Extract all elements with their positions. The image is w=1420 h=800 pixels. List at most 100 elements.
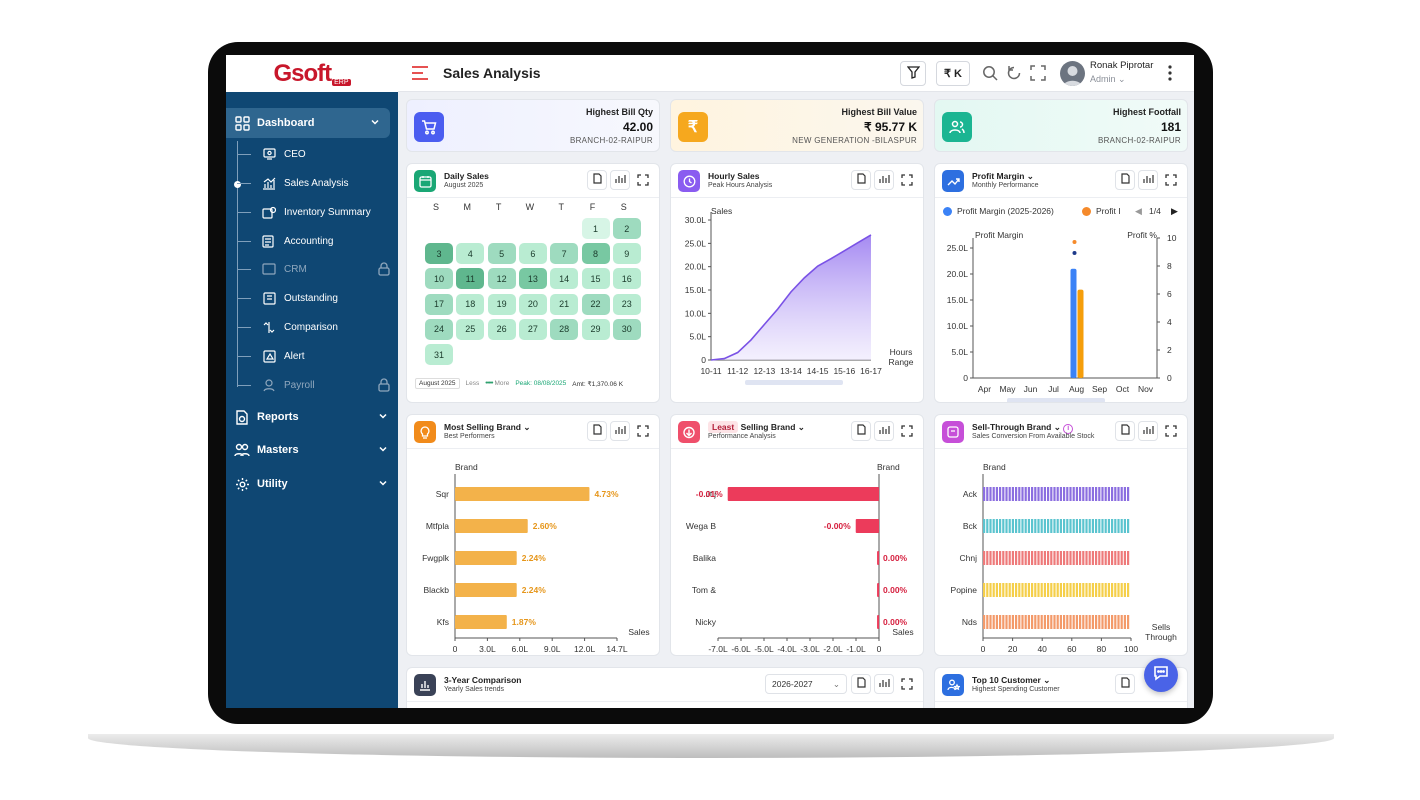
sidebar-item-outstanding[interactable]: Outstanding — [237, 286, 398, 310]
calendar-day[interactable]: 10 — [425, 268, 453, 290]
calendar-day[interactable]: 7 — [550, 243, 579, 265]
export-button[interactable] — [851, 170, 871, 190]
bar-segment — [1056, 551, 1059, 565]
expand-icon[interactable] — [637, 424, 649, 442]
sidebar-item-alert[interactable]: Alert — [237, 344, 398, 368]
calendar-day[interactable]: 31 — [425, 344, 453, 365]
x-tick-label: 60 — [1067, 644, 1077, 654]
sidebar-item-crm[interactable]: CRM — [237, 257, 398, 281]
export-button[interactable] — [1115, 421, 1135, 441]
calendar-day[interactable]: 2 — [612, 218, 641, 239]
legend-item[interactable]: Profit I — [1082, 206, 1121, 216]
avatar[interactable] — [1060, 61, 1085, 86]
bar-segment — [1123, 519, 1126, 533]
sidebar-item-label: Inventory Summary — [284, 206, 371, 218]
currency-unit-button[interactable]: ₹ K — [936, 61, 970, 86]
calendar-day[interactable]: 29 — [581, 318, 610, 340]
calendar-month-chip[interactable]: August 2025 — [415, 378, 460, 389]
export-button[interactable] — [587, 170, 607, 190]
chart-settings-button[interactable] — [874, 674, 894, 694]
export-button[interactable] — [851, 421, 871, 441]
nav-utility[interactable]: Utility — [226, 469, 398, 499]
active-dot — [234, 181, 241, 188]
chart-settings-button[interactable] — [874, 170, 894, 190]
x-tick-label: 12-13 — [753, 366, 775, 376]
calendar-day[interactable]: 28 — [550, 318, 579, 340]
expand-icon[interactable] — [1165, 424, 1177, 442]
chart-settings-button[interactable] — [610, 421, 630, 441]
bar-segment — [1123, 487, 1126, 501]
expand-icon[interactable] — [1165, 173, 1177, 191]
year-select[interactable]: 2026-2027 ⌄ — [765, 674, 847, 694]
logo[interactable]: Gsoft ERP — [226, 55, 398, 92]
calendar-day[interactable]: 18 — [456, 293, 485, 315]
calendar-day[interactable]: 14 — [550, 268, 579, 290]
calendar-day[interactable]: 26 — [487, 318, 516, 340]
pager-next-icon[interactable]: ▶ — [1171, 206, 1178, 216]
filter-button[interactable] — [900, 61, 926, 86]
chart-settings-button[interactable] — [874, 421, 894, 441]
calendar-day[interactable]: 25 — [456, 318, 485, 340]
chart-settings-button[interactable] — [610, 170, 630, 190]
sidebar-item-sales-analysis[interactable]: Sales Analysis — [237, 171, 398, 195]
expand-icon[interactable] — [901, 173, 913, 191]
calendar-day[interactable]: 19 — [487, 293, 516, 315]
calendar-day[interactable]: 27 — [518, 318, 547, 340]
calendar-day[interactable]: 4 — [456, 243, 485, 265]
export-button[interactable] — [851, 674, 871, 694]
chart-settings-button[interactable] — [1138, 421, 1158, 441]
calendar-day[interactable]: 20 — [518, 293, 547, 315]
sidebar-item-accounting[interactable]: Accounting — [237, 229, 398, 253]
export-button[interactable] — [1115, 674, 1135, 694]
chat-button[interactable] — [1144, 658, 1178, 692]
calendar-day[interactable]: 22 — [581, 293, 610, 315]
refresh-icon[interactable] — [1006, 65, 1022, 86]
pager-prev-icon[interactable]: ◀ — [1135, 206, 1142, 216]
bar-segment — [1018, 583, 1021, 597]
legend-item[interactable]: Profit Margin (2025-2026) — [943, 206, 1054, 216]
calendar-day[interactable]: 8 — [581, 243, 610, 265]
card-title[interactable]: Profit Margin ⌄ — [972, 171, 1034, 182]
nav-reports[interactable]: Reports — [226, 402, 398, 432]
user-role[interactable]: Admin ⌄ — [1090, 74, 1126, 85]
calendar-day[interactable]: 15 — [581, 268, 610, 290]
card-title[interactable]: Top 10 Customer ⌄ — [972, 675, 1050, 686]
expand-icon[interactable] — [901, 677, 913, 695]
sidebar-item-payroll[interactable]: Payroll — [237, 373, 398, 397]
sidebar-item-ceo[interactable]: CEO — [237, 142, 398, 166]
chart-settings-button[interactable] — [1138, 170, 1158, 190]
calendar-day[interactable]: 23 — [612, 293, 641, 315]
calendar-day[interactable]: 3 — [425, 243, 453, 265]
sidebar-item-comparison[interactable]: Comparison — [237, 315, 398, 339]
card-title[interactable]: Most Selling Brand ⌄ — [444, 422, 531, 433]
search-icon[interactable] — [982, 65, 998, 86]
menu-icon[interactable] — [411, 66, 429, 85]
calendar-day[interactable]: 16 — [612, 268, 641, 290]
card-subtitle: August 2025 — [444, 182, 484, 189]
calendar-day[interactable]: 17 — [425, 293, 453, 315]
card-title[interactable]: Least Selling Brand ⌄ — [708, 421, 805, 433]
calendar-day[interactable]: 11 — [456, 268, 485, 290]
export-button[interactable] — [587, 421, 607, 441]
expand-icon[interactable] — [637, 173, 649, 191]
export-button[interactable] — [1115, 170, 1135, 190]
more-options-icon[interactable] — [1168, 65, 1172, 86]
x-tick-label: 100 — [1124, 644, 1138, 654]
calendar-day[interactable]: 1 — [581, 218, 610, 239]
calendar-day[interactable]: 13 — [518, 268, 547, 290]
expand-icon[interactable] — [901, 424, 913, 442]
bar-segment — [1024, 583, 1027, 597]
calendar-day[interactable]: 21 — [550, 293, 579, 315]
bar-segment — [986, 583, 989, 597]
card-title[interactable]: Sell-Through Brand ⌄ i — [972, 422, 1074, 434]
sidebar-item-inventory-summary[interactable]: Inventory Summary — [237, 200, 398, 224]
calendar-day[interactable]: 9 — [612, 243, 641, 265]
fullscreen-icon[interactable] — [1030, 65, 1046, 86]
nav-dashboard[interactable]: Dashboard — [226, 108, 390, 138]
calendar-day[interactable]: 6 — [518, 243, 547, 265]
calendar-day[interactable]: 12 — [487, 268, 516, 290]
calendar-day[interactable]: 5 — [487, 243, 516, 265]
calendar-day[interactable]: 24 — [425, 318, 453, 340]
calendar-day[interactable]: 30 — [612, 318, 641, 340]
nav-masters[interactable]: Masters — [226, 435, 398, 465]
